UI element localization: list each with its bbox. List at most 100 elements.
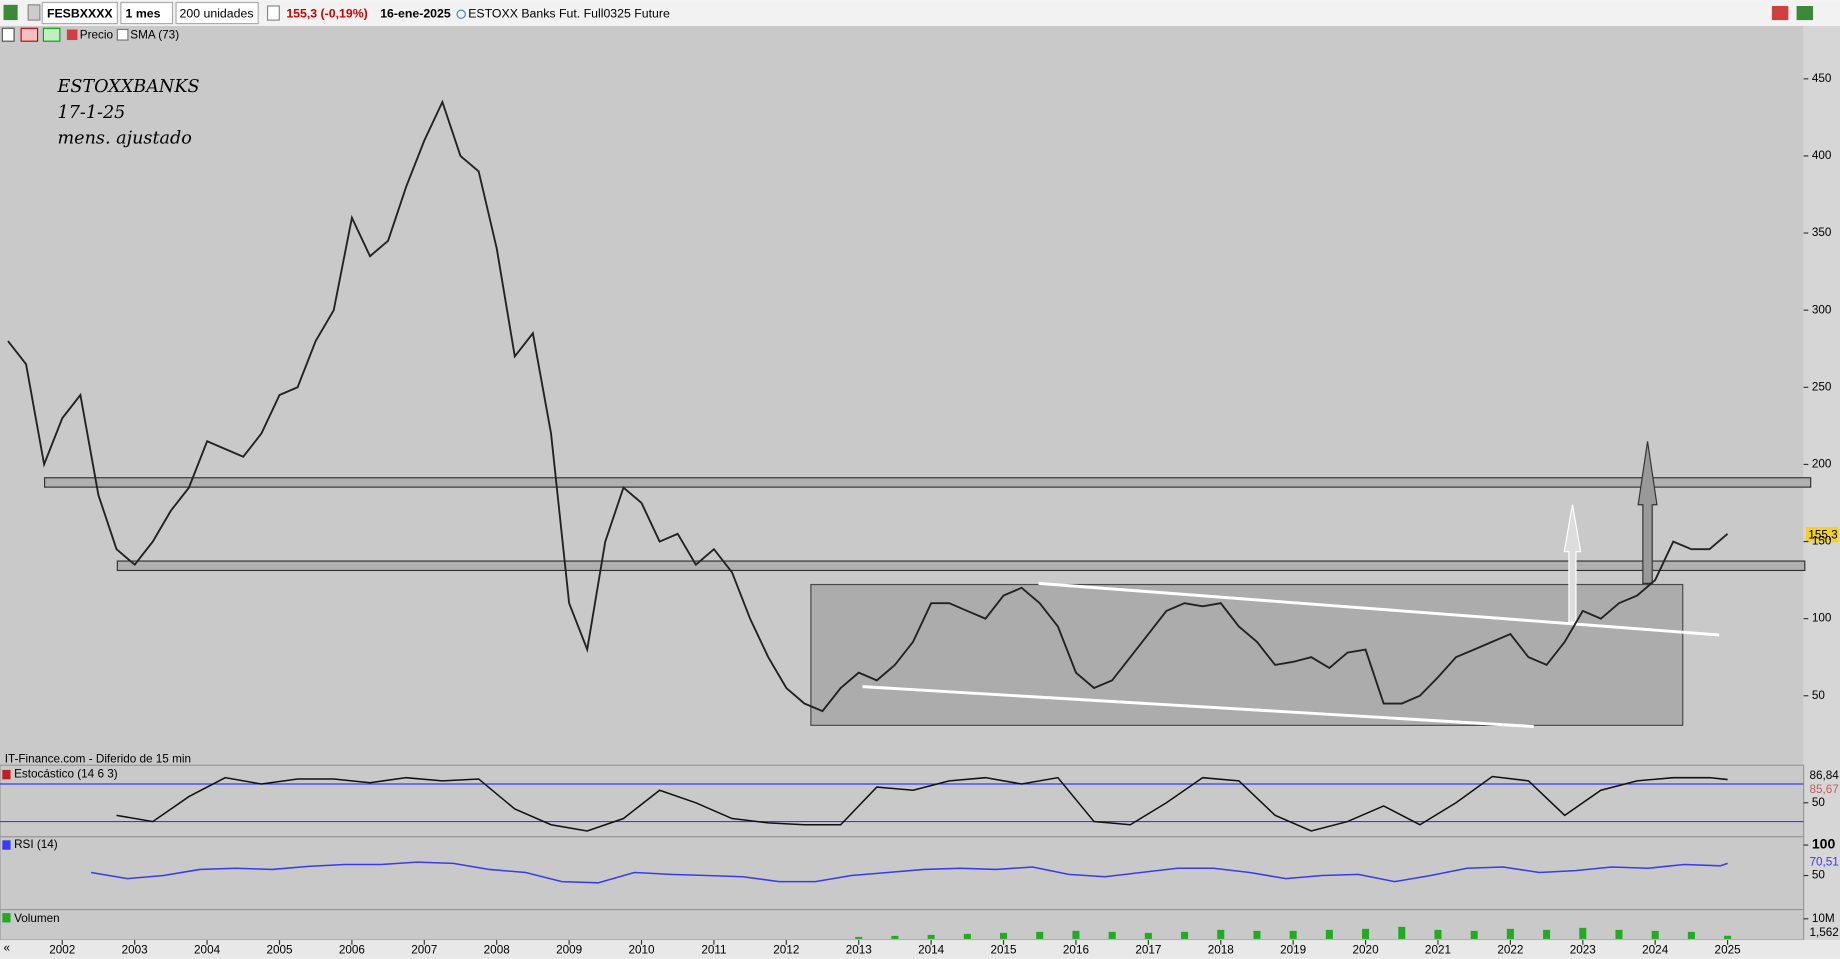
volume-bar [1579,927,1587,939]
trend-line [862,685,1534,728]
scroll-left[interactable]: « [4,941,11,954]
resistance-zone [44,477,1812,488]
x-tick-label: 2004 [194,944,221,957]
y-tick-label: 350 [1812,226,1832,239]
volume-bar [1144,932,1152,939]
volume-bar [1325,929,1333,939]
panel-title[interactable]: Volumen [14,912,60,925]
volume-bar [927,934,935,939]
refresh-icon[interactable] [1771,6,1789,21]
last-value-label: 85,67 [1809,783,1838,796]
volume-bar [1470,930,1478,939]
x-tick-label: 2012 [773,944,799,957]
rsi-swatch [2,840,11,850]
annotation: ESTOXXBANKS [56,77,199,97]
x-tick-label: 2020 [1353,944,1380,957]
y-tick-label: 200 [1812,458,1832,471]
volume-bar [1615,929,1623,939]
x-tick-label: 2022 [1497,944,1523,957]
x-tick-label: 2005 [266,944,293,957]
sma-swatch [116,28,129,41]
volume-bar [1362,928,1370,939]
volume-bar [1543,929,1551,939]
panel-title[interactable]: RSI (14) [14,838,58,851]
support-zone [116,560,1806,572]
volume-bar [1253,930,1261,939]
last-value-label: 86,84 [1809,769,1839,782]
volume-bar [1217,929,1225,939]
target-arrow [1637,441,1658,584]
y-tick-label: 50 [1812,796,1826,809]
x-tick-label: 2009 [556,944,582,957]
x-tick-label: 2002 [49,944,75,957]
toolbar [0,0,1840,26]
volume-bar [963,933,971,939]
volume-panel [0,908,1805,941]
date: 16-ene-2025 [380,6,451,20]
x-tick-label: 2023 [1570,944,1596,957]
chart-icon[interactable] [3,4,18,21]
series-line [116,775,1728,832]
x-tick-label: 2010 [628,944,655,957]
period[interactable]: 1 mes [126,6,161,20]
units-box[interactable] [175,1,259,25]
add-button[interactable] [1,27,15,42]
x-tick-label: 2021 [1425,944,1451,957]
volume-bar [1072,930,1080,939]
price-tag-box [1805,527,1839,543]
series-line [91,861,1728,884]
stoch-panel [0,764,1805,838]
instrument: ESTOXX Banks Fut. Full0325 Future [468,6,670,20]
x-tick-label: 2003 [122,944,148,957]
x-tick-label: 2019 [1280,944,1306,957]
units[interactable]: 200 unidades [180,6,254,20]
volume-bar [1506,928,1514,939]
y-tick-label: 150 [1812,535,1832,548]
stoch-swatch [2,769,11,780]
rsi-panel [0,836,1805,911]
series-line [7,99,1729,713]
y-tick-label: 300 [1812,303,1832,316]
tool-icon[interactable] [1796,6,1814,21]
remove-button[interactable] [20,27,39,42]
y-tick-label: 250 [1812,380,1832,393]
legend-price[interactable]: Precio [80,28,114,41]
annotation: mens. ajustado [57,129,191,149]
settings-icon[interactable] [27,4,41,21]
symbol-box[interactable] [41,1,118,25]
x-tick-label: 2011 [701,944,726,957]
x-tick-label: 2015 [991,944,1018,957]
volume-bar [891,935,899,939]
volume-bar [1398,926,1406,939]
x-tick-label: 2016 [1063,944,1089,957]
x-tick-label: 2014 [918,944,945,957]
range-box [810,583,1684,726]
x-axis [0,940,1840,959]
x-tick-label: 2017 [1135,944,1161,957]
volume-bar [1289,930,1297,939]
info-icon[interactable] [266,5,280,21]
legend-sma[interactable]: SMA (73) [130,28,179,41]
panel-title[interactable]: Estocástico (14 6 3) [14,768,118,781]
export-button[interactable] [42,27,61,42]
period-box[interactable] [120,1,174,25]
y-tick-label: 50 [1812,689,1826,702]
status-dot [456,9,466,19]
last-value-label: 70,51 [1809,856,1838,869]
y-tick-label: 100 [1812,612,1832,625]
price-swatch [66,29,78,41]
source: IT-Finance.com - Diferido de 15 min [5,752,191,765]
y-tick-label: 10M [1812,912,1835,925]
target-arrow [1563,504,1582,623]
volume-bar [1036,931,1044,939]
symbol[interactable]: FESBXXXX [47,6,113,20]
annotation: 17-1-25 [57,103,125,123]
y-tick-label: 450 [1812,72,1832,85]
x-tick-label: 2024 [1642,944,1669,957]
x-tick-label: 2025 [1715,944,1742,957]
volume-swatch [2,913,11,923]
x-tick-label: 2013 [846,944,872,957]
volume-bar [1108,931,1116,939]
